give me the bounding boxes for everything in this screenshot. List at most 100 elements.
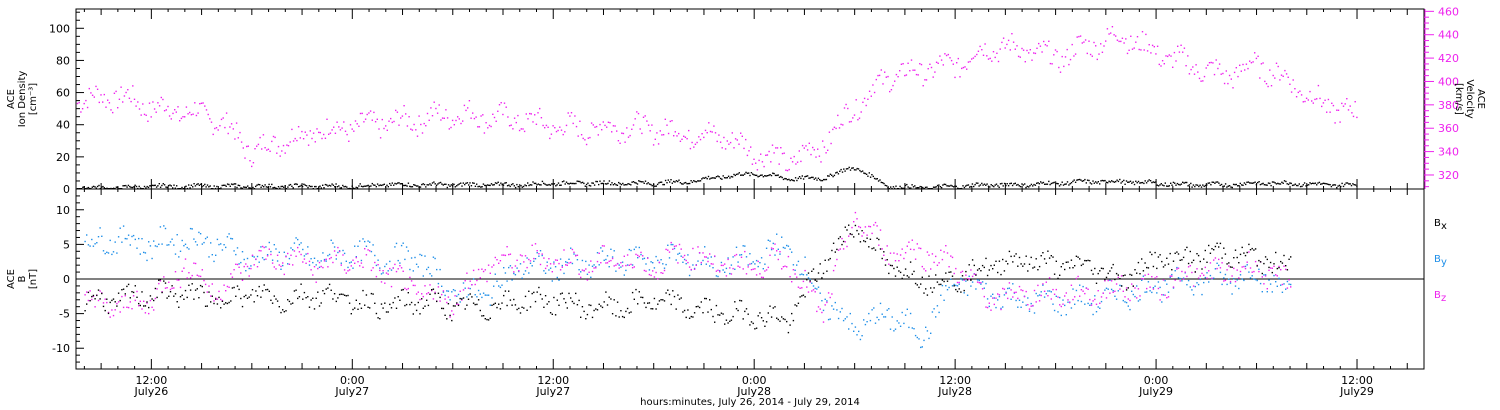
density-point bbox=[827, 175, 829, 177]
density-point bbox=[1186, 181, 1188, 184]
bx-point bbox=[725, 319, 728, 321]
velocity-point bbox=[406, 125, 409, 127]
bx-point bbox=[240, 297, 242, 300]
density-point bbox=[685, 181, 687, 184]
bx-point bbox=[151, 298, 153, 300]
velocity-point bbox=[1344, 103, 1346, 105]
velocity-point bbox=[517, 114, 519, 117]
density-point bbox=[1007, 185, 1010, 187]
bz-point bbox=[715, 270, 718, 272]
top-left-tick-label: 60 bbox=[56, 87, 70, 100]
velocity-point bbox=[741, 135, 743, 137]
bz-point bbox=[901, 248, 903, 250]
bx-point bbox=[670, 303, 672, 306]
density-point bbox=[1241, 184, 1243, 186]
density-point bbox=[928, 188, 931, 190]
velocity-point bbox=[1167, 55, 1169, 58]
by-point bbox=[482, 292, 485, 294]
density-point bbox=[411, 186, 414, 188]
bz-point bbox=[693, 268, 696, 270]
bz-point bbox=[621, 265, 624, 267]
bx-point bbox=[1079, 258, 1081, 260]
density-point bbox=[154, 184, 156, 186]
bx-point bbox=[610, 298, 612, 300]
bx-point bbox=[1010, 255, 1012, 258]
bz-point bbox=[1177, 267, 1180, 269]
bz-point bbox=[822, 321, 825, 323]
density-point bbox=[198, 184, 201, 186]
bx-point bbox=[908, 276, 910, 278]
bx-point bbox=[338, 293, 341, 296]
velocity-point bbox=[212, 133, 214, 136]
velocity-point bbox=[945, 54, 948, 57]
velocity-point bbox=[624, 141, 626, 143]
density-point bbox=[769, 174, 771, 176]
bz-point bbox=[245, 263, 247, 265]
by-point bbox=[861, 335, 863, 337]
bz-point bbox=[1007, 297, 1009, 300]
by-point bbox=[978, 279, 980, 282]
by-point bbox=[1099, 307, 1101, 309]
by-point bbox=[662, 263, 664, 265]
density-point bbox=[1145, 182, 1148, 184]
bz-point bbox=[553, 263, 555, 265]
density-point bbox=[200, 183, 202, 185]
by-point bbox=[710, 256, 712, 258]
by-point bbox=[352, 267, 354, 269]
velocity-point bbox=[470, 117, 472, 119]
velocity-point bbox=[1252, 61, 1254, 63]
bz-point bbox=[293, 250, 296, 252]
velocity-point bbox=[296, 139, 298, 142]
bz-point bbox=[280, 265, 282, 268]
density-point bbox=[746, 172, 749, 174]
bx-point bbox=[873, 247, 875, 249]
velocity-point bbox=[405, 113, 407, 115]
bx-point bbox=[776, 317, 778, 319]
bz-point bbox=[933, 261, 935, 264]
bx-point bbox=[856, 229, 858, 232]
density-point bbox=[638, 180, 640, 182]
bz-point bbox=[918, 247, 920, 249]
by-point bbox=[313, 257, 316, 259]
density-point bbox=[379, 184, 381, 186]
bz-point bbox=[705, 256, 707, 258]
density-point bbox=[887, 187, 889, 189]
velocity-point bbox=[604, 124, 606, 127]
bx-point bbox=[638, 291, 640, 293]
density-point bbox=[1291, 184, 1294, 187]
bz-point bbox=[603, 245, 605, 247]
by-point bbox=[387, 270, 389, 272]
density-point bbox=[1261, 183, 1263, 185]
bx-point bbox=[886, 259, 888, 261]
bx-point bbox=[883, 251, 885, 253]
density-point bbox=[1090, 183, 1093, 185]
velocity-point bbox=[639, 128, 641, 130]
velocity-point bbox=[1071, 43, 1073, 46]
bz-point bbox=[633, 266, 635, 268]
by-point bbox=[764, 263, 766, 265]
by-point bbox=[755, 259, 758, 262]
velocity-point bbox=[940, 59, 943, 61]
bz-point bbox=[1162, 279, 1165, 281]
bz-point bbox=[605, 262, 607, 264]
velocity-point bbox=[1100, 43, 1102, 45]
bx-point bbox=[204, 305, 207, 307]
density-point bbox=[1212, 181, 1215, 183]
velocity-point bbox=[900, 63, 903, 65]
bx-point bbox=[1129, 273, 1131, 276]
by-point bbox=[923, 339, 925, 342]
velocity-point bbox=[518, 129, 521, 132]
velocity-point bbox=[1173, 51, 1176, 54]
by-point bbox=[717, 275, 719, 278]
bx-point bbox=[158, 279, 160, 281]
data-points bbox=[76, 26, 1358, 349]
velocity-point bbox=[1076, 36, 1078, 38]
bz-point bbox=[139, 300, 141, 302]
x-tick-label-time: 12:00 bbox=[136, 374, 168, 387]
bx-point bbox=[1216, 242, 1218, 244]
bottom-left-title-line2: B bbox=[17, 275, 28, 282]
by-point bbox=[1122, 299, 1124, 302]
density-point bbox=[1176, 182, 1179, 185]
bx-point bbox=[1199, 260, 1201, 263]
density-point bbox=[815, 177, 817, 179]
